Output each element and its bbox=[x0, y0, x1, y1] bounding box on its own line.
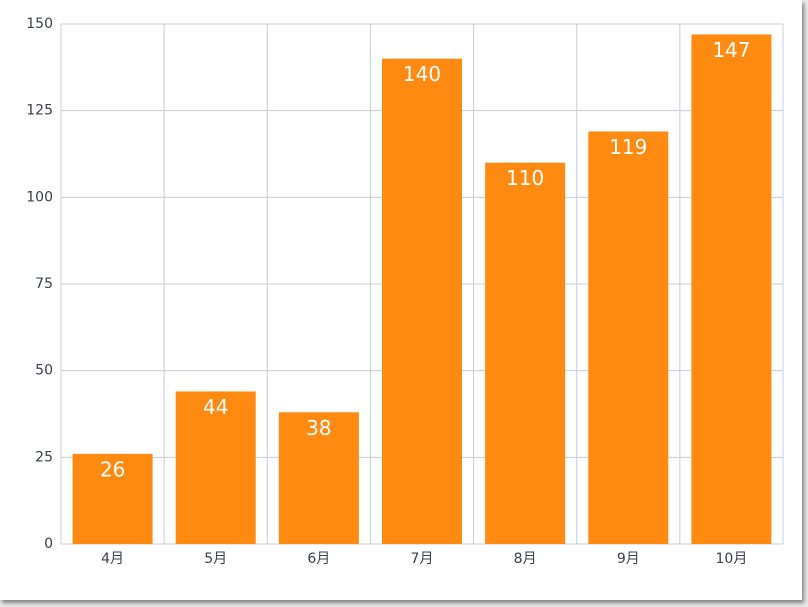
y-tick-label: 75 bbox=[35, 276, 53, 292]
x-tick-label: 5月 bbox=[204, 551, 227, 567]
data-label: 119 bbox=[609, 135, 647, 159]
bar bbox=[278, 412, 359, 544]
y-tick-label: 25 bbox=[35, 449, 53, 465]
x-tick-label: 6月 bbox=[307, 551, 330, 567]
data-label: 38 bbox=[306, 416, 331, 440]
y-tick-label: 125 bbox=[26, 103, 53, 119]
x-tick-label: 7月 bbox=[411, 551, 434, 567]
bar bbox=[588, 131, 669, 544]
y-tick-label: 150 bbox=[26, 16, 53, 32]
x-tick-label: 8月 bbox=[514, 551, 537, 567]
data-label: 110 bbox=[506, 166, 544, 190]
bar bbox=[691, 34, 772, 545]
bar bbox=[382, 58, 462, 545]
x-tick-label: 10月 bbox=[716, 551, 748, 567]
bar bbox=[175, 391, 256, 544]
y-tick-label: 0 bbox=[44, 536, 53, 552]
y-tick-label: 50 bbox=[35, 363, 53, 379]
y-tick-label: 100 bbox=[26, 189, 53, 205]
bar bbox=[72, 453, 153, 544]
data-label: 147 bbox=[712, 38, 750, 62]
data-label: 26 bbox=[100, 457, 125, 481]
x-tick-label: 9月 bbox=[617, 551, 640, 567]
bar bbox=[485, 162, 566, 544]
x-tick-label: 4月 bbox=[101, 551, 124, 567]
data-label: 44 bbox=[203, 395, 228, 419]
data-label: 140 bbox=[403, 62, 441, 86]
